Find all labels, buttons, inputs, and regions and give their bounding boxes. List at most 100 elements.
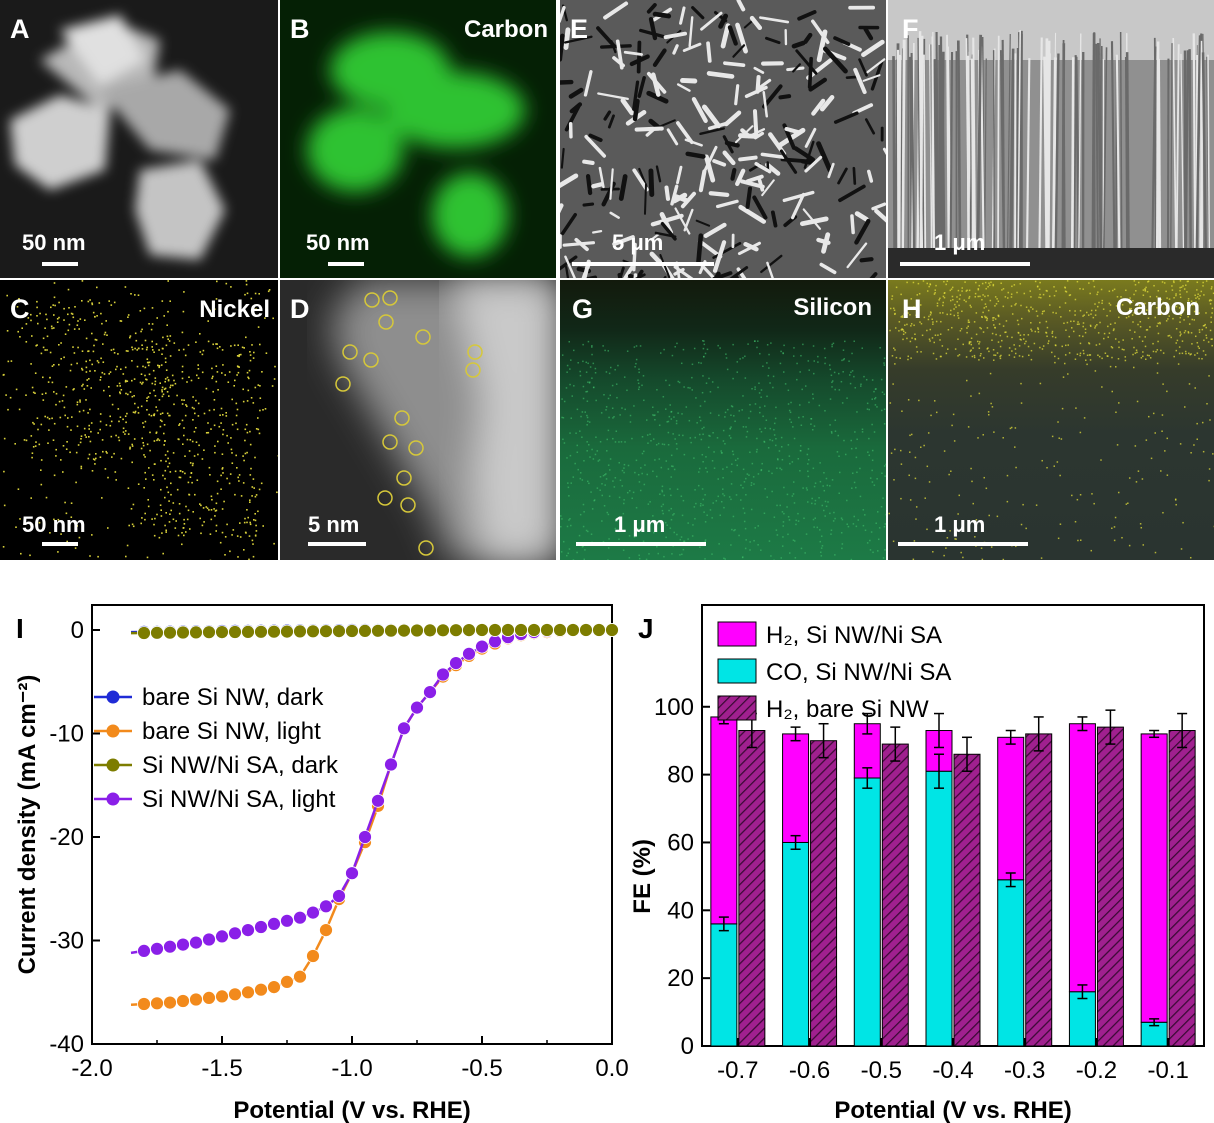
carbon-dot: [1047, 340, 1050, 342]
silicon-dot: [787, 389, 790, 392]
silicon-dot: [849, 382, 852, 385]
silicon-dot: [800, 547, 803, 550]
carbon-dot: [1065, 291, 1068, 293]
nickel-dot: [124, 415, 127, 417]
nickel-dot: [88, 424, 90, 427]
nickel-dot: [236, 365, 239, 367]
legend-label: Si NW/Ni SA, light: [142, 786, 336, 813]
nickel-dot: [184, 354, 187, 357]
nickel-dot: [146, 409, 148, 411]
silicon-dot: [834, 554, 836, 556]
nickel-dot: [67, 329, 70, 332]
nickel-dot: [30, 313, 32, 316]
nanowire: [811, 98, 826, 116]
carbon-dot: [912, 558, 915, 560]
silicon-dot: [829, 512, 831, 515]
carbon-dot: [1211, 338, 1213, 340]
carbon-dot: [934, 334, 937, 336]
carbon-dot: [1052, 311, 1054, 314]
nickel-dot: [3, 437, 6, 440]
carbon-dot: [1189, 306, 1191, 309]
silicon-dot: [811, 497, 813, 500]
nickel-dot: [230, 437, 232, 439]
nickel-dot: [194, 412, 196, 415]
nickel-dot: [68, 323, 71, 326]
data-point: [319, 899, 333, 914]
carbon-dot: [1121, 304, 1124, 306]
carbon-dot: [1093, 285, 1096, 288]
nickel-dot: [167, 379, 170, 382]
nanowire: [761, 179, 775, 197]
carbon-dot: [913, 324, 915, 327]
nanowire: [622, 265, 634, 278]
carbon-dot: [1166, 437, 1169, 440]
silicon-dot: [662, 512, 664, 515]
carbon-dot: [1156, 372, 1159, 374]
carbon-dot: [1076, 323, 1079, 326]
nickel-dot: [70, 502, 73, 504]
carbon-dot: [1051, 330, 1054, 333]
silicon-dot: [675, 422, 678, 425]
silicon-dot: [863, 375, 865, 378]
nickel-dot: [220, 474, 222, 477]
data-point: [306, 905, 320, 920]
carbon-dot: [1196, 341, 1199, 344]
silicon-dot: [776, 534, 779, 536]
silicon-dot: [790, 401, 792, 404]
nickel-dot: [64, 501, 66, 504]
nanowire: [801, 161, 813, 165]
carbon-dot: [1002, 325, 1005, 327]
silicon-dot: [734, 420, 736, 423]
nickel-dot: [201, 524, 204, 527]
carbon-dot: [1163, 313, 1165, 315]
carbon-dot: [952, 298, 954, 301]
carbon-dot: [1046, 326, 1049, 329]
carbon-dot: [1117, 491, 1120, 494]
nickel-dot: [203, 412, 206, 415]
carbon-dot: [1190, 300, 1193, 303]
silicon-dot: [787, 444, 790, 446]
nickel-dot: [192, 419, 194, 421]
silicon-dot: [616, 520, 618, 522]
nickel-dot: [70, 516, 73, 518]
nickel-dot: [119, 416, 122, 418]
carbon-dot: [973, 356, 976, 359]
carbon-dot: [1144, 290, 1147, 292]
nickel-dot: [76, 401, 79, 403]
silicon-dot: [773, 516, 776, 518]
silicon-dot: [812, 345, 815, 347]
nickel-dot: [71, 313, 74, 315]
nickel-dot: [213, 308, 216, 310]
carbon-dot: [1187, 280, 1189, 283]
carbon-dot: [909, 434, 911, 437]
silicon-dot: [781, 545, 784, 547]
nanowire-side: [1095, 43, 1099, 251]
nickel-dot: [164, 387, 167, 390]
carbon-dot: [1139, 523, 1142, 525]
silicon-dot: [662, 395, 665, 398]
nickel-dot: [20, 552, 22, 555]
carbon-dot: [1144, 336, 1146, 338]
nickel-dot: [163, 424, 166, 426]
carbon-dot: [1096, 323, 1098, 326]
silicon-dot: [739, 358, 741, 360]
nanowire: [569, 102, 583, 114]
carbon-dot: [918, 292, 921, 295]
carbon-dot: [899, 449, 902, 452]
nickel-dot: [60, 533, 62, 535]
carbon-dot: [1000, 354, 1002, 357]
nickel-dot: [181, 371, 184, 373]
carbon-dot: [997, 314, 1000, 317]
nickel-dot: [163, 388, 166, 390]
carbon-dot: [1034, 280, 1037, 283]
nanowire: [620, 98, 635, 116]
silicon-dot: [792, 481, 795, 483]
silicon-dot: [626, 389, 628, 392]
silicon-dot: [853, 515, 855, 518]
nickel-dot: [189, 528, 191, 530]
carbon-dot: [1077, 539, 1079, 542]
silicon-dot: [615, 430, 618, 432]
silicon-dot: [769, 427, 772, 430]
nanowire-side: [1151, 46, 1157, 251]
nickel-dot: [231, 534, 233, 536]
